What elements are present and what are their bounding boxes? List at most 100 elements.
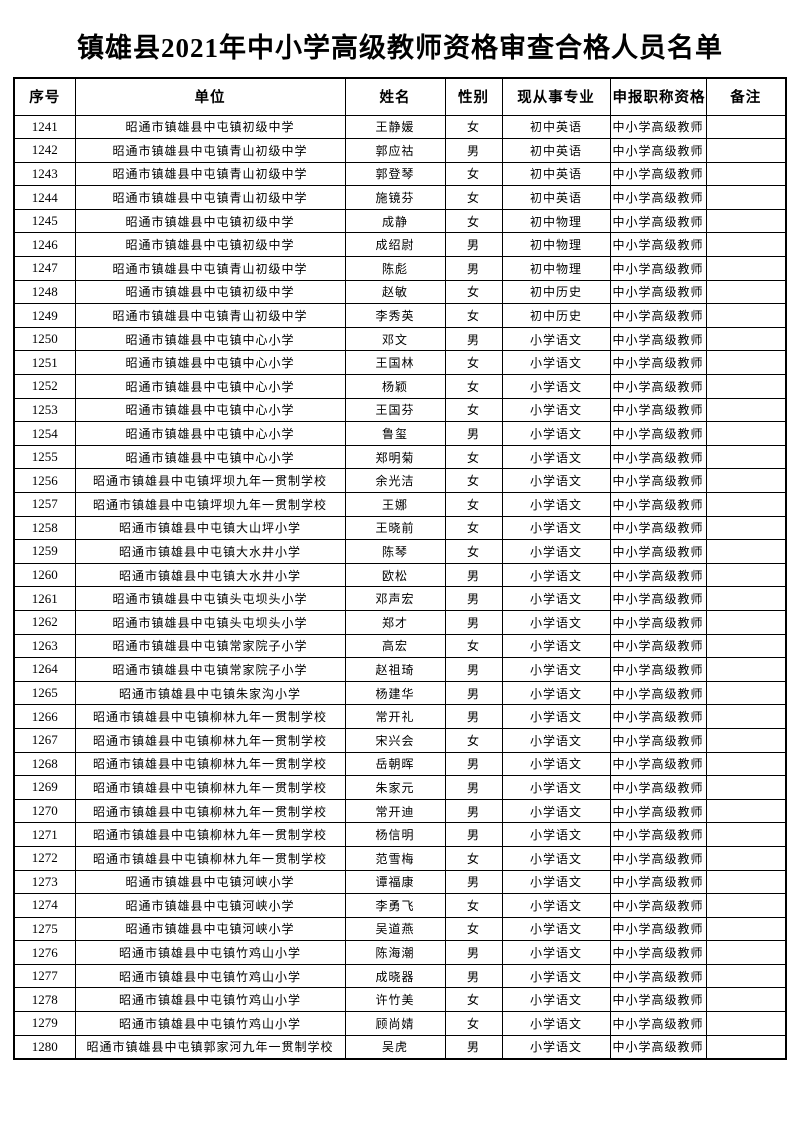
- header-index: 序号: [13, 77, 76, 116]
- cell-remark: [705, 680, 787, 706]
- cell-major: 小学语文: [501, 374, 611, 399]
- cell-gender: 男: [444, 704, 503, 729]
- cell-unit: 昭通市镇雄县中屯镇初级中学: [74, 232, 346, 258]
- cell-remark: [705, 562, 787, 588]
- cell-major: 小学语文: [501, 1011, 611, 1036]
- cell-index: 1278: [13, 987, 76, 1013]
- cell-remark: [705, 421, 787, 446]
- cell-title-qualification: 中小学高级教师: [609, 940, 707, 965]
- cell-title-qualification: 中小学高级教师: [609, 492, 707, 517]
- cell-major: 小学语文: [501, 1034, 611, 1060]
- cell-major: 小学语文: [501, 798, 611, 824]
- cell-index: 1244: [13, 185, 76, 210]
- cell-index: 1243: [13, 161, 76, 187]
- table-row: 1280 昭通市镇雄县中屯镇郭家河九年一贯制学校 吴虎男小学语文 中小学高级教师: [13, 1034, 787, 1060]
- roster-table: 序号 单位 姓名 性别 现从事专业 申报职称资格 备注 1241 昭通市镇雄县中屯…: [13, 77, 787, 1060]
- cell-remark: [705, 232, 787, 258]
- cell-gender: 男: [444, 869, 503, 895]
- cell-major: 小学语文: [501, 704, 611, 729]
- table-row: 1261 昭通市镇雄县中屯镇头屯坝头小学 邓声宏男小学语文 中小学高级教师: [13, 586, 787, 611]
- cell-name: 岳朝晖: [344, 751, 446, 777]
- cell-remark: [705, 114, 787, 140]
- cell-unit: 昭通市镇雄县中屯镇柳林九年一贯制学校: [74, 845, 346, 871]
- cell-remark: [705, 751, 787, 777]
- cell-name: 王静媛: [344, 114, 446, 140]
- cell-index: 1256: [13, 468, 76, 493]
- cell-remark: [705, 775, 787, 800]
- cell-remark: [705, 963, 787, 989]
- table-row: 1264 昭通市镇雄县中屯镇常家院子小学 赵祖琦男小学语文 中小学高级教师: [13, 657, 787, 682]
- cell-title-qualification: 中小学高级教师: [609, 232, 707, 258]
- cell-index: 1247: [13, 256, 76, 281]
- cell-unit: 昭通市镇雄县中屯镇青山初级中学: [74, 256, 346, 281]
- cell-name: 李勇飞: [344, 893, 446, 918]
- cell-title-qualification: 中小学高级教师: [609, 987, 707, 1013]
- cell-remark: [705, 492, 787, 517]
- cell-gender: 男: [444, 562, 503, 588]
- cell-index: 1277: [13, 963, 76, 989]
- cell-unit: 昭通市镇雄县中屯镇青山初级中学: [74, 303, 346, 328]
- cell-unit: 昭通市镇雄县中屯镇坪坝九年一贯制学校: [74, 492, 346, 517]
- cell-major: 小学语文: [501, 775, 611, 800]
- cell-name: 王国林: [344, 350, 446, 376]
- cell-major: 小学语文: [501, 397, 611, 423]
- cell-remark: [705, 609, 787, 635]
- table-row: 1276 昭通市镇雄县中屯镇竹鸡山小学 陈海潮男小学语文 中小学高级教师: [13, 940, 787, 965]
- cell-index: 1258: [13, 515, 76, 541]
- cell-index: 1275: [13, 916, 76, 942]
- cell-unit: 昭通市镇雄县中屯镇大水井小学: [74, 562, 346, 588]
- cell-name: 成晓器: [344, 963, 446, 989]
- cell-title-qualification: 中小学高级教师: [609, 374, 707, 399]
- table-row: 1255 昭通市镇雄县中屯镇中心小学 郑明菊女小学语文 中小学高级教师: [13, 444, 787, 470]
- cell-name: 郭登琴: [344, 161, 446, 187]
- cell-major: 初中物理: [501, 232, 611, 258]
- table-row: 1241 昭通市镇雄县中屯镇初级中学 王静媛女初中英语 中小学高级教师: [13, 114, 787, 140]
- cell-index: 1242: [13, 138, 76, 163]
- cell-gender: 男: [444, 256, 503, 281]
- table-row: 1246 昭通市镇雄县中屯镇初级中学 成绍尉男初中物理 中小学高级教师: [13, 232, 787, 258]
- cell-gender: 男: [444, 963, 503, 989]
- cell-index: 1266: [13, 704, 76, 729]
- cell-unit: 昭通市镇雄县中屯镇坪坝九年一贯制学校: [74, 468, 346, 493]
- cell-unit: 昭通市镇雄县中屯镇常家院子小学: [74, 633, 346, 659]
- cell-remark: [705, 845, 787, 871]
- cell-remark: [705, 138, 787, 163]
- cell-unit: 昭通市镇雄县中屯镇郭家河九年一贯制学校: [74, 1034, 346, 1060]
- table-row: 1250 昭通市镇雄县中屯镇中心小学 邓文男小学语文 中小学高级教师: [13, 326, 787, 352]
- cell-unit: 昭通市镇雄县中屯镇朱家沟小学: [74, 680, 346, 706]
- cell-index: 1274: [13, 893, 76, 918]
- cell-unit: 昭通市镇雄县中屯镇初级中学: [74, 114, 346, 140]
- table-header-row: 序号 单位 姓名 性别 现从事专业 申报职称资格 备注: [13, 77, 787, 116]
- cell-remark: [705, 374, 787, 399]
- cell-remark: [705, 727, 787, 753]
- table-row: 1272 昭通市镇雄县中屯镇柳林九年一贯制学校 范雪梅女小学语文 中小学高级教师: [13, 845, 787, 871]
- cell-name: 常开迪: [344, 798, 446, 824]
- cell-name: 陈彪: [344, 256, 446, 281]
- cell-major: 初中物理: [501, 208, 611, 234]
- cell-unit: 昭通市镇雄县中屯镇中心小学: [74, 421, 346, 446]
- cell-name: 赵敏: [344, 279, 446, 305]
- cell-name: 杨颖: [344, 374, 446, 399]
- cell-name: 许竹美: [344, 987, 446, 1013]
- cell-major: 小学语文: [501, 492, 611, 517]
- cell-gender: 女: [444, 893, 503, 918]
- cell-gender: 女: [444, 1011, 503, 1036]
- cell-remark: [705, 208, 787, 234]
- cell-unit: 昭通市镇雄县中屯镇竹鸡山小学: [74, 940, 346, 965]
- cell-title-qualification: 中小学高级教师: [609, 751, 707, 777]
- table-row: 1259 昭通市镇雄县中屯镇大水井小学 陈琴女小学语文 中小学高级教师: [13, 539, 787, 564]
- cell-gender: 女: [444, 539, 503, 564]
- cell-gender: 女: [444, 468, 503, 493]
- cell-title-qualification: 中小学高级教师: [609, 279, 707, 305]
- cell-index: 1280: [13, 1034, 76, 1060]
- cell-name: 鲁玺: [344, 421, 446, 446]
- cell-unit: 昭通市镇雄县中屯镇初级中学: [74, 208, 346, 234]
- cell-unit: 昭通市镇雄县中屯镇中心小学: [74, 350, 346, 376]
- cell-index: 1260: [13, 562, 76, 588]
- cell-unit: 昭通市镇雄县中屯镇河峡小学: [74, 916, 346, 942]
- cell-title-qualification: 中小学高级教师: [609, 798, 707, 824]
- cell-unit: 昭通市镇雄县中屯镇中心小学: [74, 326, 346, 352]
- cell-major: 小学语文: [501, 633, 611, 659]
- cell-title-qualification: 中小学高级教师: [609, 161, 707, 187]
